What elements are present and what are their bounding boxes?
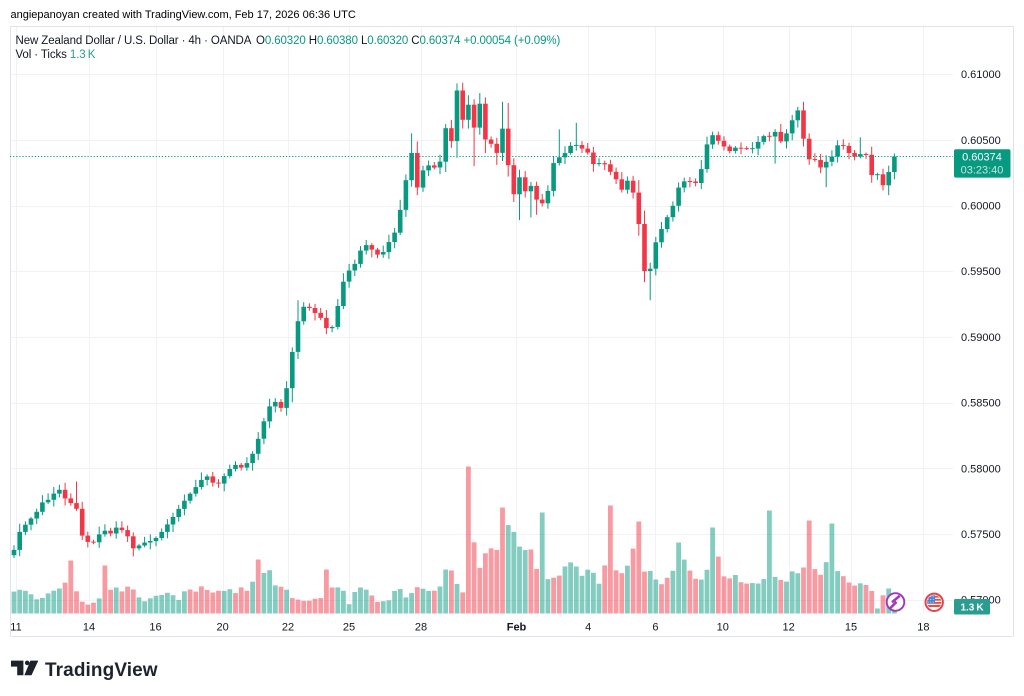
svg-text:Feb: Feb: [507, 622, 527, 634]
svg-text:20: 20: [216, 622, 228, 634]
svg-text:18: 18: [917, 622, 929, 634]
svg-text:16: 16: [149, 622, 161, 634]
svg-text:14: 14: [83, 622, 95, 634]
svg-text:15: 15: [845, 622, 857, 634]
svg-text:0.60500: 0.60500: [961, 135, 1001, 147]
svg-text:10: 10: [717, 622, 729, 634]
svg-text:25: 25: [343, 622, 355, 634]
svg-text:0.60374: 0.60374: [962, 151, 1002, 163]
svg-text:11: 11: [10, 622, 21, 634]
svg-text:0.58000: 0.58000: [961, 463, 1001, 475]
svg-text:22: 22: [282, 622, 294, 634]
svg-text:28: 28: [415, 622, 427, 634]
svg-text:6: 6: [652, 622, 658, 634]
svg-text:0.58500: 0.58500: [961, 398, 1001, 410]
svg-text:0.59000: 0.59000: [961, 332, 1001, 344]
svg-text:0.61000: 0.61000: [961, 69, 1001, 81]
svg-text:4: 4: [585, 622, 591, 634]
svg-text:angiepanoyan created with Trad: angiepanoyan created with TradingView.co…: [11, 9, 356, 21]
svg-text:0.57500: 0.57500: [961, 529, 1001, 541]
svg-text:TradingView: TradingView: [45, 660, 158, 681]
svg-text:12: 12: [782, 622, 794, 634]
svg-text:03:23:40: 03:23:40: [961, 165, 1004, 177]
svg-text:New Zealand Dollar / U.S. Doll: New Zealand Dollar / U.S. Dollar · 4h · …: [16, 35, 561, 47]
svg-text:Vol · Ticks 1.3 K: Vol · Ticks 1.3 K: [16, 49, 96, 61]
svg-text:1.3 K: 1.3 K: [960, 603, 984, 614]
svg-text:0.60000: 0.60000: [961, 201, 1001, 213]
svg-text:0.59500: 0.59500: [961, 266, 1001, 278]
